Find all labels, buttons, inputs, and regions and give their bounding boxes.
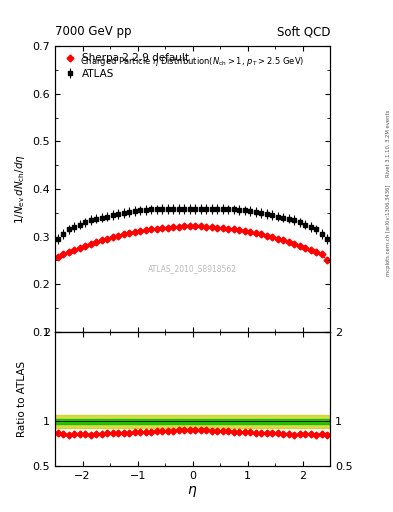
Text: 7000 GeV pp: 7000 GeV pp xyxy=(55,26,132,38)
Sherpa 2.2.9 default xyxy=(215,225,220,231)
Sherpa 2.2.9 default xyxy=(77,245,82,251)
Text: Soft QCD: Soft QCD xyxy=(277,26,330,38)
Sherpa 2.2.9 default xyxy=(320,251,324,258)
Sherpa 2.2.9 default xyxy=(220,225,225,231)
Sherpa 2.2.9 default xyxy=(149,226,154,232)
Sherpa 2.2.9 default xyxy=(226,225,231,231)
Sherpa 2.2.9 default xyxy=(165,225,170,231)
Sherpa 2.2.9 default xyxy=(116,232,121,239)
Sherpa 2.2.9 default xyxy=(127,230,132,237)
Sherpa 2.2.9 default xyxy=(264,232,269,239)
Text: Charged Particle $\eta$ Distribution($N_\mathsf{ch}>1,\,p_\mathsf{T}>2.5$ GeV): Charged Particle $\eta$ Distribution($N_… xyxy=(81,55,305,68)
Sherpa 2.2.9 default xyxy=(138,228,143,234)
Sherpa 2.2.9 default xyxy=(259,231,264,238)
Bar xyxy=(55,419,330,424)
Sherpa 2.2.9 default xyxy=(325,258,330,264)
Sherpa 2.2.9 default xyxy=(303,245,308,251)
Sherpa 2.2.9 default xyxy=(143,227,148,233)
Sherpa 2.2.9 default xyxy=(292,241,297,247)
Sherpa 2.2.9 default xyxy=(105,236,110,242)
Sherpa 2.2.9 default xyxy=(55,253,60,260)
Sherpa 2.2.9 default xyxy=(66,249,71,255)
Sherpa 2.2.9 default xyxy=(204,224,209,230)
Bar xyxy=(55,415,330,428)
Sherpa 2.2.9 default xyxy=(132,229,137,235)
Legend: Sherpa 2.2.9 default, ATLAS: Sherpa 2.2.9 default, ATLAS xyxy=(60,51,191,81)
Sherpa 2.2.9 default xyxy=(298,243,302,249)
Sherpa 2.2.9 default xyxy=(72,246,77,252)
Sherpa 2.2.9 default xyxy=(110,234,115,240)
Sherpa 2.2.9 default xyxy=(237,227,242,233)
Sherpa 2.2.9 default xyxy=(309,246,313,252)
Sherpa 2.2.9 default xyxy=(171,224,176,230)
Y-axis label: Ratio to ATLAS: Ratio to ATLAS xyxy=(17,361,27,437)
Text: mcplots.cern.ch [arXiv:1306.3436]: mcplots.cern.ch [arXiv:1306.3436] xyxy=(386,185,391,276)
Sherpa 2.2.9 default xyxy=(253,230,258,237)
Sherpa 2.2.9 default xyxy=(198,223,203,229)
Sherpa 2.2.9 default xyxy=(193,223,198,229)
Sherpa 2.2.9 default xyxy=(121,231,126,238)
Sherpa 2.2.9 default xyxy=(248,229,253,235)
Sherpa 2.2.9 default xyxy=(231,226,236,232)
Text: Rivet 3.1.10, 3.2M events: Rivet 3.1.10, 3.2M events xyxy=(386,110,391,177)
Sherpa 2.2.9 default xyxy=(61,251,66,258)
Sherpa 2.2.9 default xyxy=(182,223,187,229)
Sherpa 2.2.9 default xyxy=(154,225,159,231)
Sherpa 2.2.9 default xyxy=(160,225,165,231)
Sherpa 2.2.9 default xyxy=(83,243,88,249)
Sherpa 2.2.9 default xyxy=(176,224,181,230)
Sherpa 2.2.9 default xyxy=(275,236,280,242)
Sherpa 2.2.9 default xyxy=(88,241,93,247)
Line: Sherpa 2.2.9 default: Sherpa 2.2.9 default xyxy=(55,224,330,263)
Sherpa 2.2.9 default xyxy=(99,237,104,243)
Sherpa 2.2.9 default xyxy=(187,223,192,229)
Sherpa 2.2.9 default xyxy=(242,228,247,234)
Sherpa 2.2.9 default xyxy=(314,249,319,255)
Sherpa 2.2.9 default xyxy=(270,234,275,240)
X-axis label: $\eta$: $\eta$ xyxy=(187,483,198,499)
Sherpa 2.2.9 default xyxy=(286,239,291,245)
Sherpa 2.2.9 default xyxy=(281,237,286,243)
Text: ATLAS_2010_S8918562: ATLAS_2010_S8918562 xyxy=(148,265,237,273)
Sherpa 2.2.9 default xyxy=(94,239,99,245)
Sherpa 2.2.9 default xyxy=(209,224,214,230)
Y-axis label: $1/N_\mathsf{ev}\,dN_\mathsf{ch}/d\eta$: $1/N_\mathsf{ev}\,dN_\mathsf{ch}/d\eta$ xyxy=(13,154,27,224)
